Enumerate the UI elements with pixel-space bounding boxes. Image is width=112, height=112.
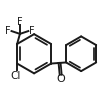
Text: O: O [56,74,64,84]
Text: F: F [29,26,34,36]
Text: Cl: Cl [11,71,21,81]
Text: F: F [17,17,23,27]
Text: F: F [5,26,11,36]
